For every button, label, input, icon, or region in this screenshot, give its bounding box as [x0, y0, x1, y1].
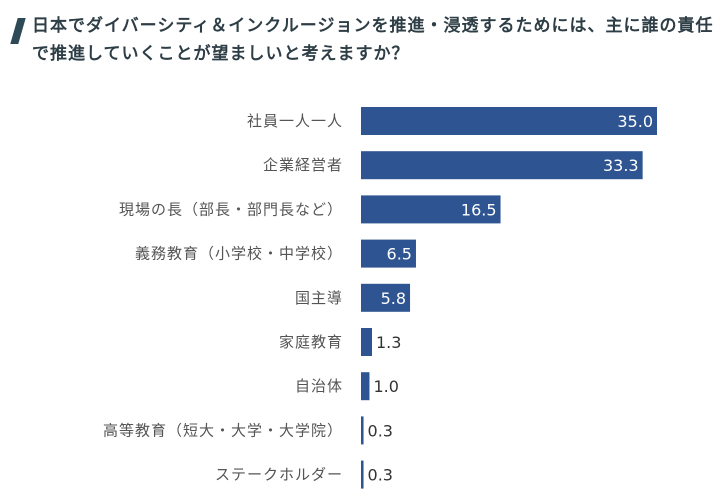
category-label: 高等教育（短大・大学・大学院） — [103, 421, 343, 439]
category-label: 企業経営者 — [263, 156, 343, 174]
bar — [361, 239, 416, 268]
data-label: 5.8 — [381, 289, 406, 308]
bar — [361, 328, 372, 356]
bar — [361, 195, 501, 224]
data-label: 0.3 — [368, 466, 393, 485]
data-label: 33.3 — [603, 156, 639, 175]
data-label: 6.5 — [387, 245, 412, 264]
category-label: ステークホルダー — [215, 466, 343, 484]
data-label: 1.0 — [373, 377, 398, 396]
category-label: 国主導 — [295, 289, 343, 307]
category-label: 家庭教育 — [279, 333, 343, 351]
bar — [361, 107, 657, 135]
bar — [361, 151, 643, 180]
data-label: 16.5 — [461, 200, 497, 219]
bar — [361, 372, 370, 401]
data-label: 35.0 — [617, 112, 653, 131]
bar — [361, 460, 364, 489]
category-label: 自治体 — [295, 377, 343, 395]
category-label: 社員一人一人 — [247, 112, 343, 130]
chart-title-block: 日本でダイバーシティ＆インクルージョンを推進・浸透するためには、主に誰の責任で推… — [10, 12, 714, 68]
bar — [361, 416, 364, 445]
data-label: 1.3 — [376, 333, 401, 352]
data-label: 0.3 — [368, 421, 393, 440]
category-label: 現場の長（部長・部門長など） — [119, 200, 343, 218]
chart-title: 日本でダイバーシティ＆インクルージョンを推進・浸透するためには、主に誰の責任で推… — [32, 16, 714, 64]
category-label: 義務教育（小学校・中学校） — [135, 245, 343, 263]
bar — [361, 283, 411, 312]
